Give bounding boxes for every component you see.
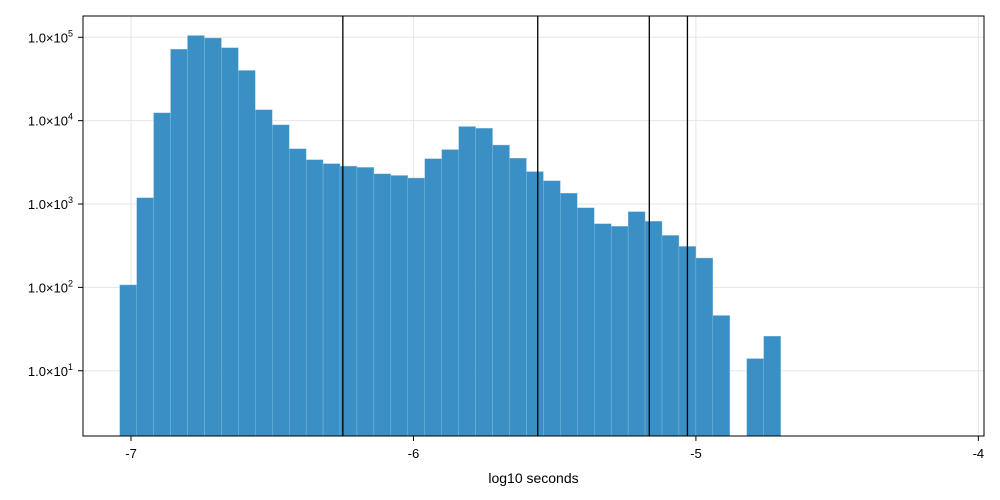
histogram-bar [390, 175, 409, 437]
y-tick-label: 1.0×104 [28, 112, 73, 129]
histogram-bar [594, 223, 612, 437]
y-tick-label: 1.0×105 [28, 28, 73, 45]
histogram-bar [356, 167, 375, 437]
x-tick-label: -7 [125, 446, 137, 461]
histogram-bar [475, 128, 493, 437]
histogram-bar [644, 221, 663, 437]
histogram-bar [441, 149, 459, 437]
histogram-bar [255, 109, 273, 437]
histogram-bar [661, 235, 680, 437]
histogram-bar [288, 148, 307, 437]
histogram-bar [509, 157, 527, 437]
histogram-bar [560, 192, 578, 437]
histogram-bar [221, 47, 239, 437]
x-tick-label: -5 [690, 446, 702, 461]
histogram-bar [712, 315, 730, 437]
y-tick-label: 1.0×101 [28, 362, 73, 379]
x-tick-label: -6 [408, 446, 420, 461]
histogram-bar [322, 163, 341, 437]
histogram-bar [153, 112, 171, 437]
histogram-bar [119, 284, 137, 437]
histogram-bar [272, 124, 290, 437]
x-axis-ticks: -7 -6 -5 -4 [125, 436, 984, 461]
histogram-bar [763, 335, 781, 437]
histogram-bar [204, 37, 222, 437]
histogram-bar [407, 177, 425, 437]
histogram-bar [305, 159, 324, 437]
y-tick-label: 1.0×103 [28, 195, 73, 212]
histogram-bar [526, 171, 544, 437]
histogram-bar [424, 158, 442, 437]
histogram-bar [577, 207, 595, 437]
vertical-marker-lines [342, 16, 689, 436]
y-axis-ticks: 1.0×101 1.0×102 1.0×103 1.0×104 1.0×105 [28, 28, 83, 379]
histogram-bar [458, 126, 476, 437]
histogram-bar [746, 358, 764, 437]
x-axis-title: log10 seconds [488, 470, 578, 486]
histogram-bar [492, 144, 510, 437]
histogram-bar [136, 197, 154, 437]
histogram-bar [373, 173, 392, 437]
histogram-bar [187, 35, 205, 437]
histogram-bar [695, 257, 714, 437]
histogram-bar [610, 226, 629, 437]
x-tick-label: -4 [973, 446, 985, 461]
histogram-bar [627, 211, 646, 437]
histogram-bars [119, 35, 781, 437]
plot-frame [82, 15, 985, 437]
y-tick-label: 1.0×102 [28, 278, 73, 295]
histogram-bar [170, 48, 188, 437]
histogram-bar [543, 180, 561, 437]
histogram-bar [238, 70, 256, 437]
